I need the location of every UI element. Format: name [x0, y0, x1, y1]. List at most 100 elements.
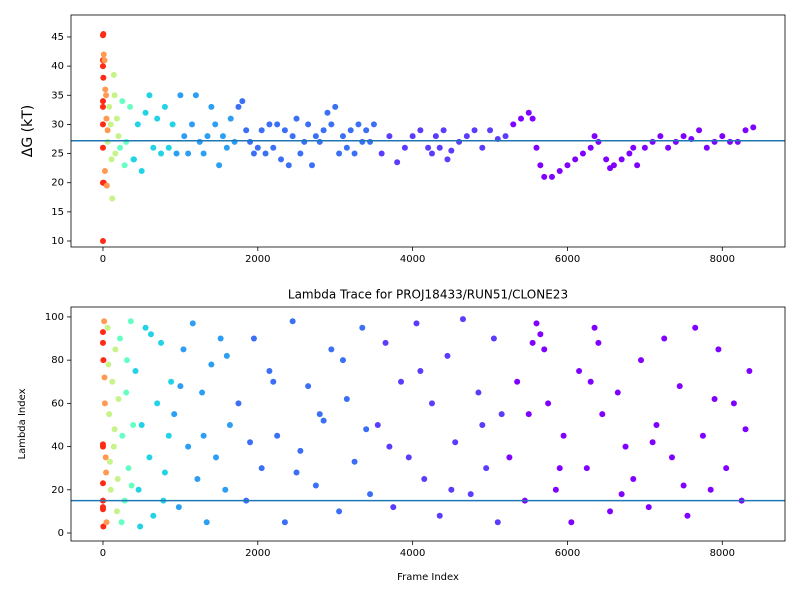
data-point: [177, 383, 184, 390]
data-point: [587, 378, 594, 385]
data-point: [117, 335, 124, 342]
data-point: [320, 417, 327, 424]
data-point: [568, 519, 575, 526]
data-point: [100, 357, 107, 364]
data-point: [576, 367, 583, 374]
data-point: [208, 361, 215, 368]
data-point: [324, 109, 331, 116]
data-point: [204, 133, 211, 140]
data-point: [742, 127, 749, 134]
data-point: [274, 121, 281, 128]
data-point: [529, 115, 536, 122]
data-point: [102, 86, 109, 93]
x-tick-label: 4000: [400, 254, 425, 265]
data-point: [212, 454, 219, 461]
data-point: [104, 127, 111, 134]
data-point: [518, 115, 525, 122]
data-point: [125, 465, 132, 472]
data-point: [146, 454, 153, 461]
data-point: [281, 127, 288, 134]
data-point: [498, 411, 505, 418]
data-point: [444, 156, 451, 163]
data-point: [281, 519, 288, 526]
data-point: [459, 316, 466, 323]
data-point: [99, 339, 106, 346]
data-point: [367, 491, 374, 498]
data-point: [100, 74, 107, 81]
data-point: [711, 396, 718, 403]
data-point: [351, 458, 358, 465]
data-point: [401, 144, 408, 151]
data-point: [99, 506, 106, 513]
data-point: [537, 331, 544, 338]
data-point: [301, 138, 308, 145]
data-point: [328, 121, 335, 128]
data-point: [278, 156, 285, 163]
data-point: [618, 491, 625, 498]
data-point: [266, 121, 273, 128]
data-point: [308, 162, 315, 169]
data-point: [746, 367, 753, 374]
data-point: [223, 352, 230, 359]
data-point: [270, 378, 277, 385]
data-point: [692, 324, 699, 331]
data-point: [227, 115, 234, 122]
data-point: [181, 133, 188, 140]
y-tick-label: 10: [51, 236, 64, 247]
data-point: [274, 432, 281, 439]
data-point: [487, 127, 494, 134]
data-point: [100, 51, 107, 58]
data-point: [165, 144, 172, 151]
data-point: [105, 361, 112, 368]
data-point: [653, 421, 660, 428]
y-axis-label: ΔG (kT): [20, 105, 36, 157]
data-point: [194, 475, 201, 482]
data-point: [130, 421, 137, 428]
data-point: [110, 71, 117, 78]
data-point: [123, 357, 130, 364]
data-point: [479, 421, 486, 428]
y-tick-label: 45: [51, 32, 64, 43]
data-point: [112, 150, 119, 157]
data-point: [607, 508, 614, 515]
data-point: [101, 318, 108, 325]
data-point: [556, 465, 563, 472]
data-point: [525, 411, 532, 418]
data-point: [101, 57, 108, 64]
data-point: [305, 121, 312, 128]
data-point: [108, 156, 115, 163]
data-point: [208, 103, 215, 110]
data-point: [591, 133, 598, 140]
data-point: [107, 121, 114, 128]
data-point: [200, 432, 207, 439]
data-point: [378, 150, 385, 157]
x-tick-label: 0: [100, 548, 106, 559]
data-point: [123, 138, 130, 145]
data-point: [622, 443, 629, 450]
data-point: [339, 357, 346, 364]
data-point: [293, 115, 300, 122]
data-point: [734, 138, 741, 145]
data-point: [175, 504, 182, 511]
data-point: [121, 162, 128, 169]
data-point: [118, 519, 125, 526]
data-point: [226, 421, 233, 428]
data-point: [719, 133, 726, 140]
data-point: [328, 346, 335, 353]
chart-title: Lambda Trace for PROJ18433/RUN51/CLONE23: [288, 288, 568, 302]
data-point: [147, 331, 154, 338]
data-point: [529, 339, 536, 346]
data-point: [243, 127, 250, 134]
x-tick-label: 2000: [245, 548, 270, 559]
data-point: [99, 144, 106, 151]
data-point: [595, 339, 602, 346]
data-point: [150, 144, 157, 151]
plot-panel: 0 2000 4000 6000 8000 0 20 40 60 80 100 Lambda Trac…: [17, 288, 786, 583]
data-point: [649, 138, 656, 145]
data-point: [99, 103, 106, 110]
data-point: [100, 523, 107, 530]
data-point: [707, 486, 714, 493]
data-point: [572, 156, 579, 163]
data-point: [634, 162, 641, 169]
data-point: [297, 447, 304, 454]
